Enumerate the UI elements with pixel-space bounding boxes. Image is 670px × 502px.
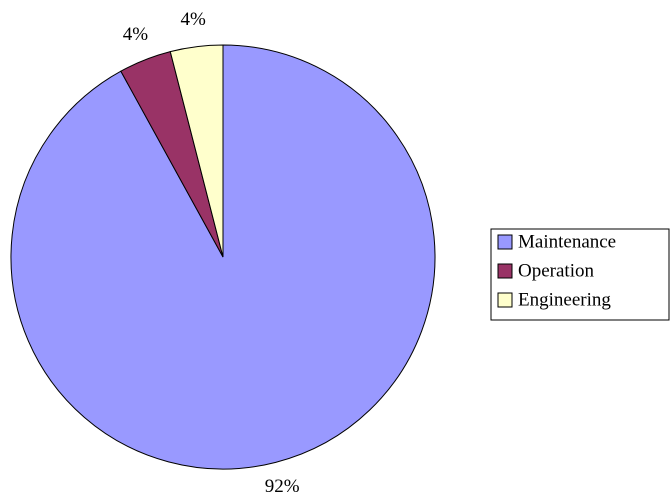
legend-box (490, 228, 670, 321)
legend-swatch (497, 263, 513, 279)
legend-label: Operation (518, 260, 594, 281)
data-label: 4% (181, 9, 207, 30)
data-label: 92% (265, 476, 300, 497)
legend-label: Maintenance (518, 231, 616, 252)
legend-swatch (497, 292, 513, 308)
data-label: 4% (123, 24, 149, 45)
legend-swatch (497, 234, 513, 250)
legend-label: Engineering (518, 289, 611, 310)
pie-slice (169, 44, 224, 258)
